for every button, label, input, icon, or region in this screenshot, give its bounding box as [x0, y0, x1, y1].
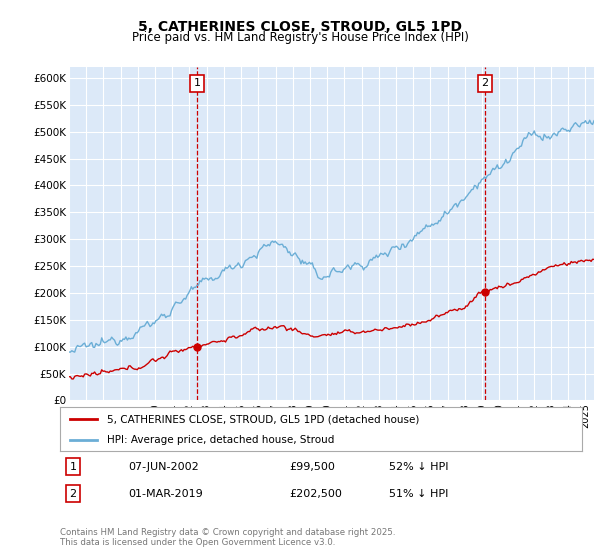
Text: 5, CATHERINES CLOSE, STROUD, GL5 1PD (detached house): 5, CATHERINES CLOSE, STROUD, GL5 1PD (de…: [107, 414, 419, 424]
Text: £99,500: £99,500: [290, 461, 335, 472]
Text: 51% ↓ HPI: 51% ↓ HPI: [389, 488, 448, 498]
Text: 5, CATHERINES CLOSE, STROUD, GL5 1PD: 5, CATHERINES CLOSE, STROUD, GL5 1PD: [138, 20, 462, 34]
Text: 07-JUN-2002: 07-JUN-2002: [128, 461, 199, 472]
Text: 1: 1: [70, 461, 77, 472]
Text: 2: 2: [70, 488, 77, 498]
Text: HPI: Average price, detached house, Stroud: HPI: Average price, detached house, Stro…: [107, 435, 334, 445]
Text: 2: 2: [481, 78, 488, 88]
Text: 52% ↓ HPI: 52% ↓ HPI: [389, 461, 448, 472]
Text: Price paid vs. HM Land Registry's House Price Index (HPI): Price paid vs. HM Land Registry's House …: [131, 31, 469, 44]
Text: 01-MAR-2019: 01-MAR-2019: [128, 488, 203, 498]
Text: Contains HM Land Registry data © Crown copyright and database right 2025.
This d: Contains HM Land Registry data © Crown c…: [60, 528, 395, 547]
Text: £202,500: £202,500: [290, 488, 343, 498]
Text: 1: 1: [194, 78, 200, 88]
